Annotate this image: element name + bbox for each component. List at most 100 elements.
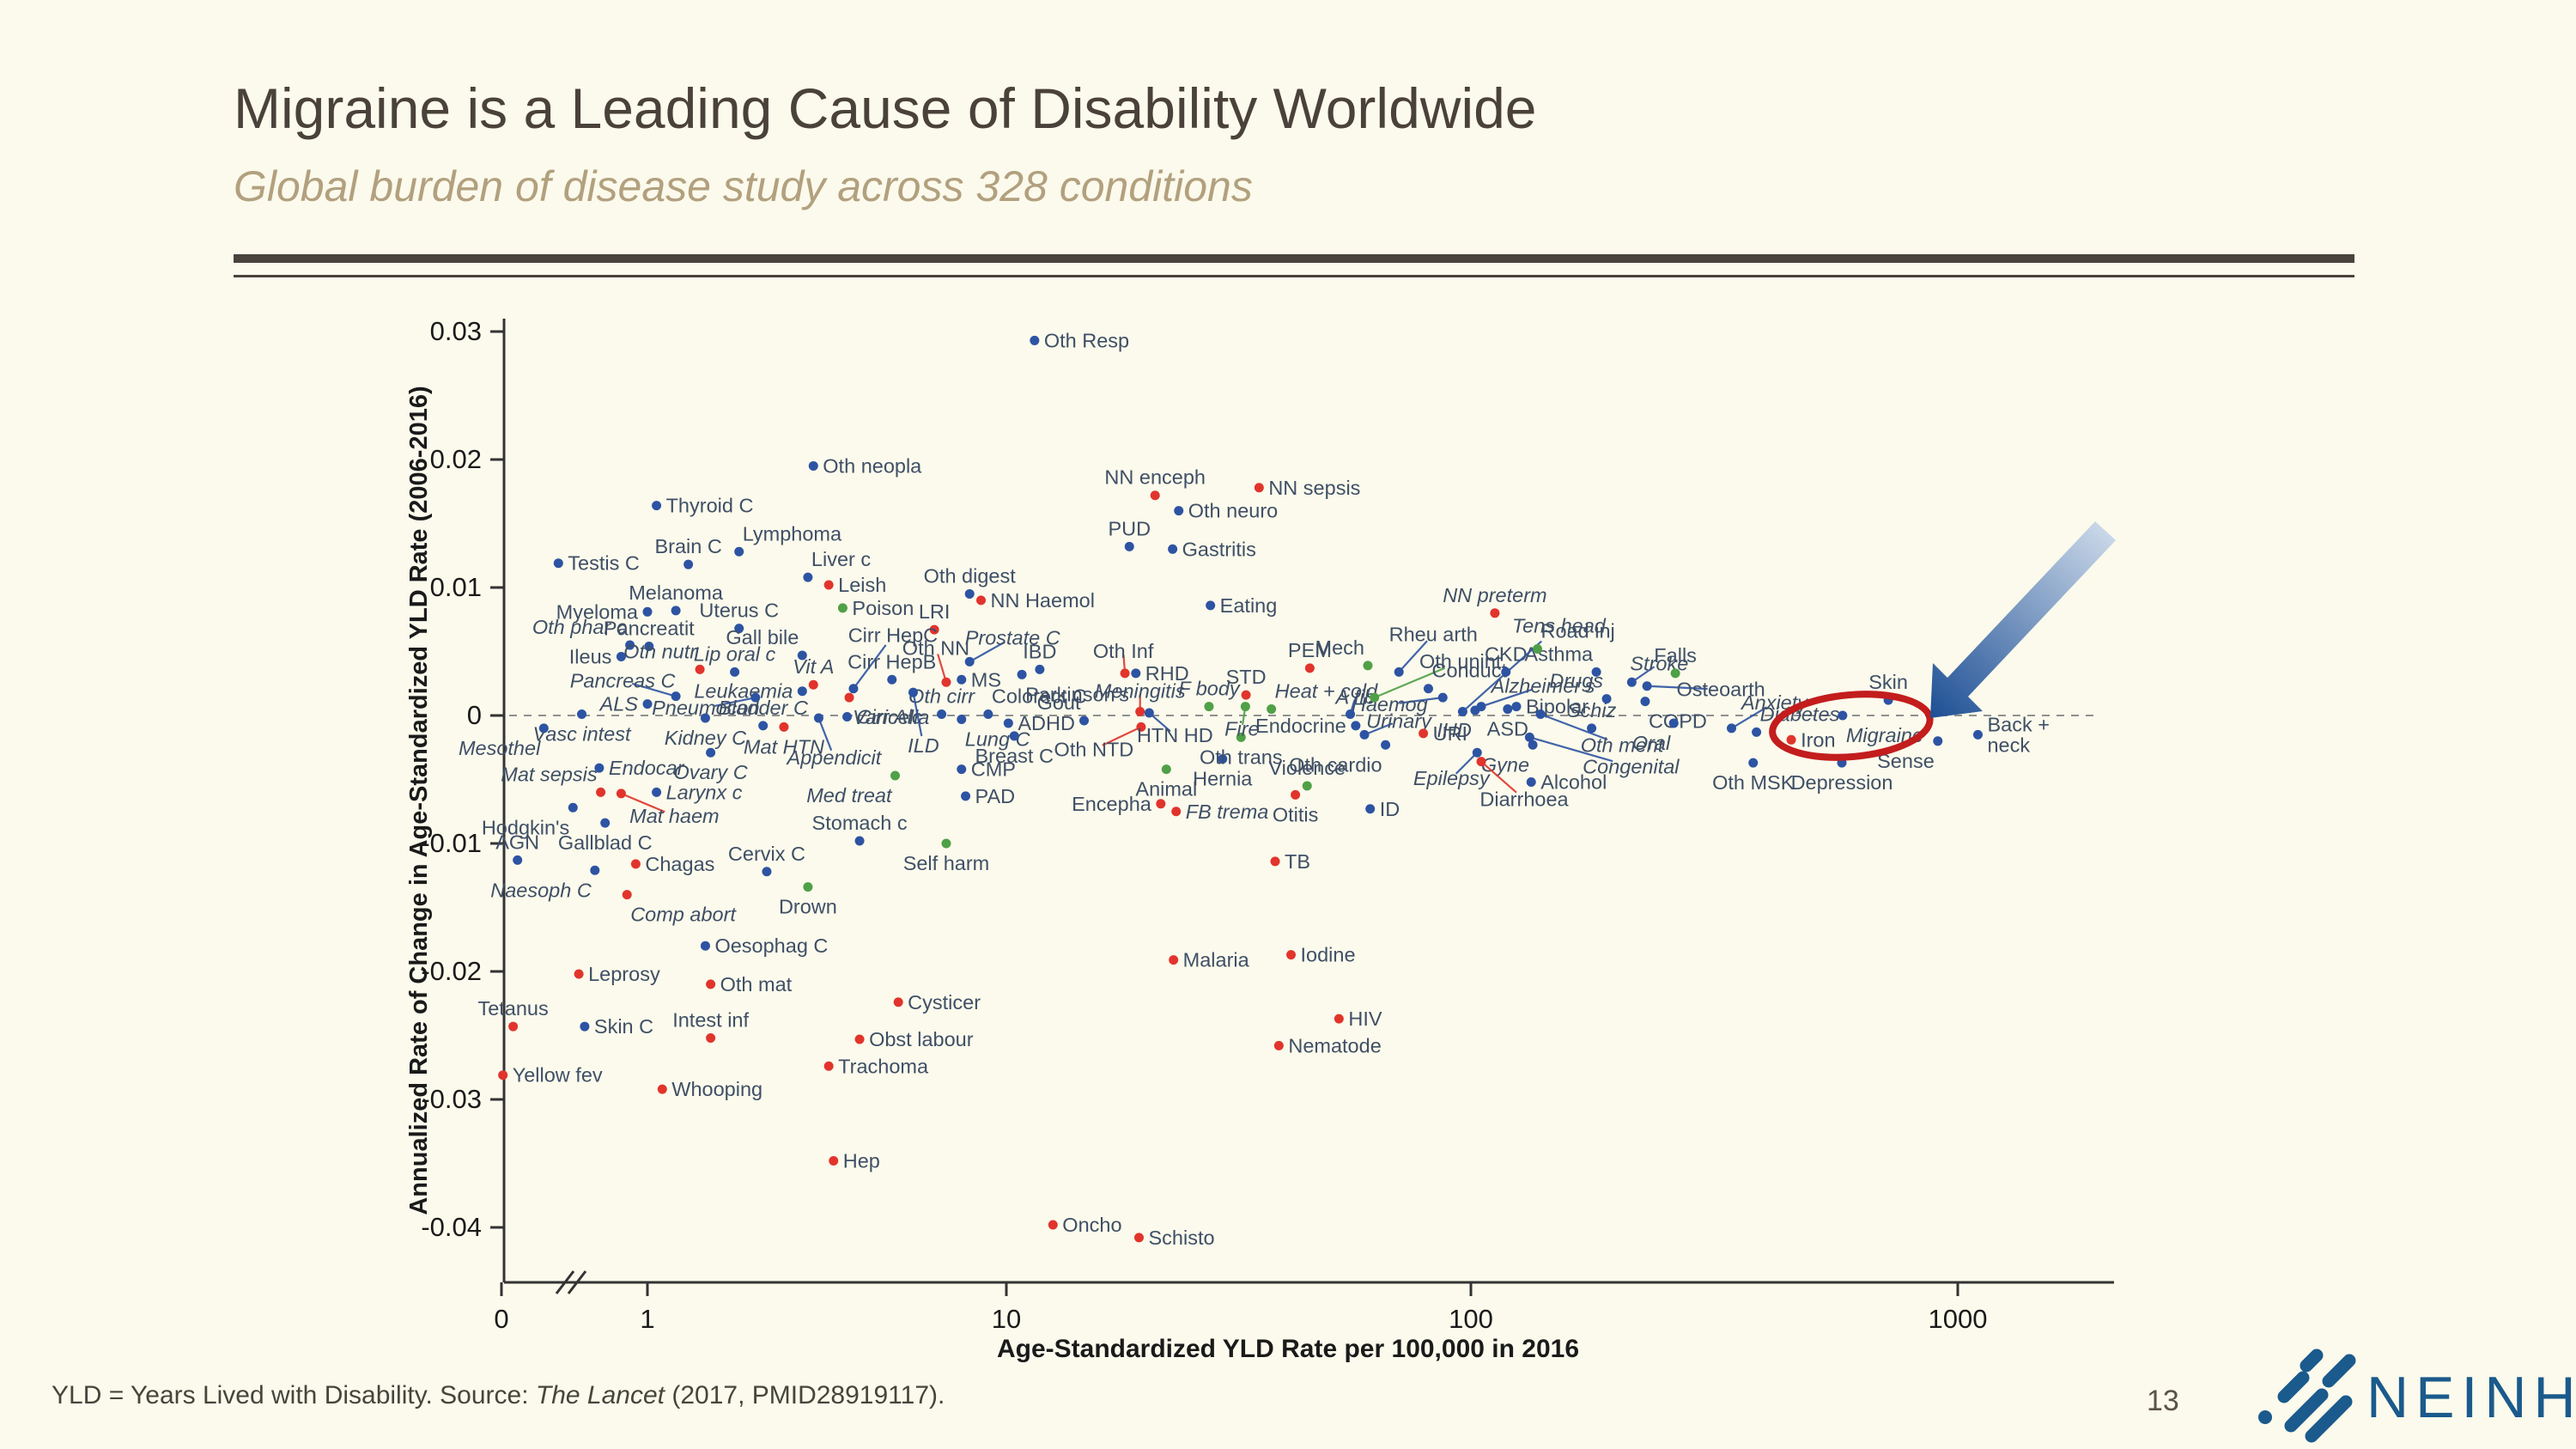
point-label: Appendicit [786,746,883,769]
data-point [1668,718,1679,728]
data-point [1457,707,1467,717]
point-label: Melanoma [629,581,724,604]
point-label: Leukaemia [694,680,793,703]
data-point [644,642,654,652]
data-point [854,836,865,846]
data-point [1587,723,1597,734]
data-point [844,692,854,703]
point-label: AGN [495,831,539,853]
data-point [1168,544,1178,554]
data-point [1204,702,1214,712]
data-point [1370,692,1380,703]
point-label: Oth Resp [1044,329,1129,351]
point-label: Iodine [1301,944,1356,966]
data-point [625,640,635,650]
point-label: Diarrhoea [1479,788,1569,811]
data-point [652,501,662,511]
data-point [734,624,744,634]
data-point [1267,704,1277,715]
data-point [829,1156,839,1166]
data-point [1933,736,1943,746]
data-point [1048,1220,1058,1230]
data-point [1079,715,1090,726]
point-label: ASD [1487,718,1528,740]
point-label: Uterus C [699,600,779,622]
point-label: Myeloma [556,600,639,623]
data-point [1626,677,1637,687]
data-point [957,764,967,775]
data-point [1511,702,1522,712]
point-label: Gastritis [1182,538,1256,560]
point-label: Tetanus [477,997,548,1020]
footer-note: YLD = Years Lived with Disability. Sourc… [52,1381,945,1410]
leader-line [1730,706,1768,729]
y-axis-title: Annualized Rate of Change in Age-Standar… [405,386,433,1215]
data-point [1642,681,1652,691]
data-point [1838,710,1848,721]
data-point [1174,506,1184,516]
data-point [568,802,578,813]
point-label: Otitis [1273,803,1319,825]
data-point [1206,600,1216,611]
point-label: Oth neopla [823,454,922,477]
point-label: Lymphoma [743,522,842,545]
point-label: IHD [1437,719,1472,741]
data-point [837,603,848,613]
point-label: Oth trans [1200,746,1283,768]
point-label: Meningitis [1095,680,1186,703]
data-point [854,1034,865,1044]
data-point [1423,684,1433,694]
title-divider-thick [234,254,2354,263]
data-point [941,677,951,687]
y-tick-label: 0 [467,700,482,730]
point-label: CMP [971,758,1016,781]
data-point [1120,668,1130,679]
x-tick-label: 0 [494,1304,508,1334]
point-label: Mat sepsis [501,763,598,785]
data-point [1302,781,1312,791]
leader-line [1461,640,1542,713]
x-tick-label: 1000 [1929,1304,1988,1334]
point-label: Oth Inf [1093,640,1154,662]
point-label: Thyroid C [666,495,754,517]
point-label: Congenital [1583,755,1680,777]
point-label: NN preterm [1443,584,1546,606]
point-label: Depression [1791,771,1893,794]
point-label: Eating [1220,594,1278,617]
point-label: Colorect C [992,685,1087,708]
data-point [1526,776,1536,787]
point-label: STD [1226,666,1267,688]
data-point [1240,702,1250,712]
data-point [508,1021,519,1032]
leader-line [1102,726,1142,746]
data-point [1254,483,1264,493]
point-label: HIV [1348,1008,1382,1030]
data-point [1161,764,1171,775]
data-point [1640,697,1650,707]
data-point [1533,644,1543,654]
data-point [622,890,632,900]
data-point [1218,754,1228,764]
data-point [1351,721,1361,731]
point-label: Tens head [1512,615,1607,637]
point-label: Gout [1037,691,1081,714]
point-label: Obst labour [869,1028,974,1050]
point-label: Endocar [609,757,685,779]
point-label: Oth cirr [908,685,975,708]
data-point [1363,661,1373,671]
point-label: Gallblad C [558,831,653,854]
y-tick-label: 0.03 [430,316,482,346]
point-label: Conduct [1431,660,1507,682]
data-point [683,559,694,569]
y-tick-label: 0.02 [430,444,482,474]
point-label: Oth ment [1581,734,1665,757]
data-point [1273,1040,1284,1050]
data-point [803,572,813,582]
leader-line [1398,640,1428,673]
point-label: Brain C [654,535,721,557]
point-label: Trachoma [838,1055,929,1077]
point-label: Lip oral c [694,642,776,665]
point-label: Hernia [1193,768,1253,790]
point-label: IBD [1023,640,1056,662]
point-label: A fib [1334,686,1375,709]
